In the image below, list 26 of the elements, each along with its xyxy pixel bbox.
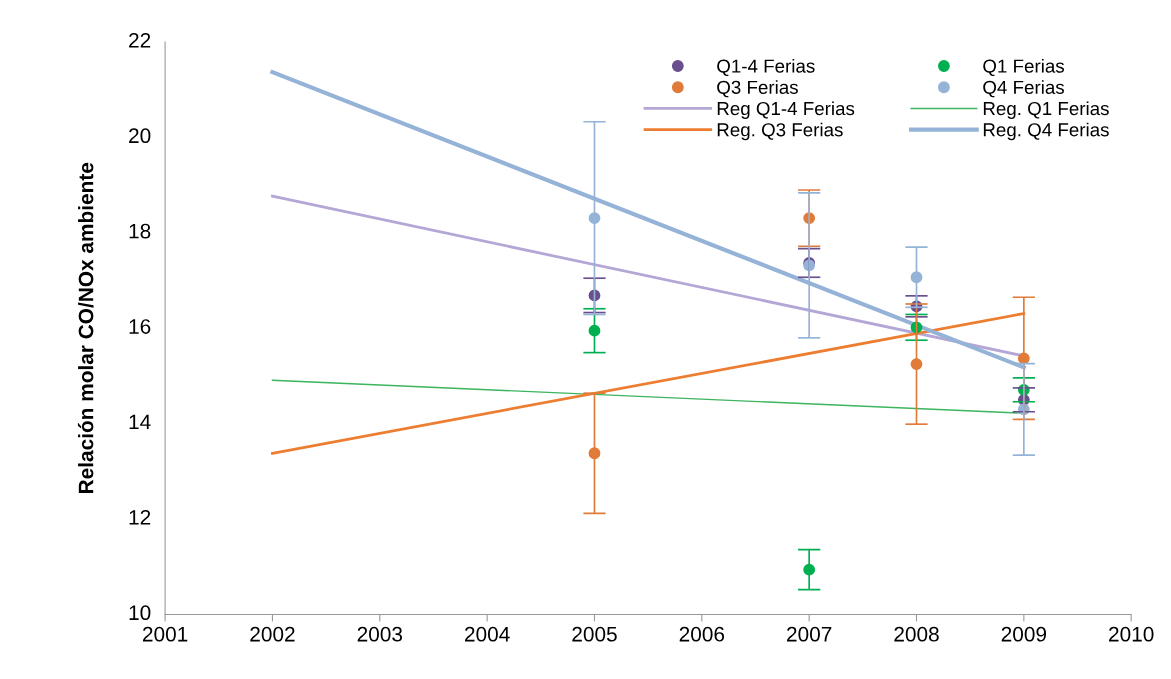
y-tick-label: 10 (129, 605, 151, 621)
y-tick-label: 14 (129, 414, 151, 430)
x-tick-label: 2007 (787, 626, 832, 642)
y-tick-label: 12 (129, 509, 151, 525)
x-tick-label: 2001 (142, 626, 188, 642)
legend-label: Reg Q1-4 Ferias (717, 101, 855, 119)
x-tick-label: 2010 (1109, 626, 1154, 642)
legend-label: Q1-4 Ferias (717, 58, 815, 77)
legend-label: Reg. Q3 Ferias (717, 122, 843, 141)
y-axis-title: Relación molar CO/NOx ambiente (77, 162, 94, 494)
x-tick-label: 2009 (1001, 626, 1047, 642)
x-tick-label: 2008 (894, 626, 939, 642)
legend-label: Q4 Ferias (983, 80, 1064, 98)
x-tick-label: 2003 (357, 626, 403, 642)
y-tick-label: 20 (129, 128, 151, 144)
y-tick-label: 22 (129, 32, 151, 48)
x-tick-label: 2006 (679, 626, 725, 642)
legend-label: Reg. Q4 Ferias (983, 122, 1109, 141)
legend-label: Q1 Ferias (983, 58, 1064, 77)
x-tick-label: 2002 (250, 626, 295, 642)
y-tick-label: 16 (129, 319, 151, 334)
legend-label: Q3 Ferias (717, 80, 798, 98)
legend-label: Reg. Q1 Ferias (983, 101, 1109, 119)
y-tick-label: 18 (129, 223, 151, 239)
x-tick-label: 2004 (465, 626, 510, 642)
x-tick-label: 2005 (572, 626, 617, 642)
